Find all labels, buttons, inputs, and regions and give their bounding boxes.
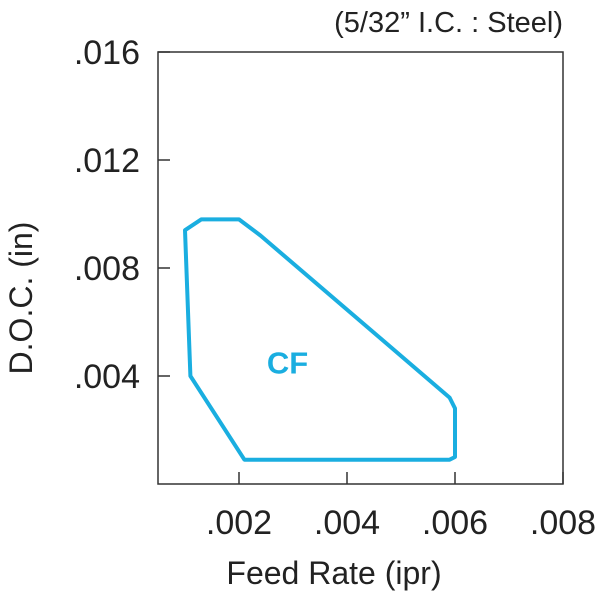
- x-tick-label: .002: [206, 504, 272, 542]
- series-layer: CF: [183, 217, 457, 462]
- chart-subtitle: (5/32” I.C. : Steel): [334, 7, 563, 39]
- y-tick-label: .008: [74, 250, 140, 288]
- x-tick-label: .004: [314, 504, 380, 542]
- y-tick-label: .016: [74, 34, 140, 72]
- x-tick-label: .008: [530, 504, 596, 542]
- y-axis-ticks: .004 .008 .012 .016: [74, 34, 170, 396]
- y-axis-title: D.O.C. (in): [3, 222, 39, 375]
- x-axis-title: Feed Rate (ipr): [226, 555, 441, 591]
- region-label-cf: CF: [267, 346, 308, 381]
- y-tick-label: .004: [74, 358, 140, 396]
- y-tick-label: .012: [74, 142, 140, 180]
- x-tick-label: .006: [422, 504, 488, 542]
- x-axis-ticks: .002 .004 .006 .008: [206, 472, 596, 542]
- region-outline-cf: [183, 217, 457, 462]
